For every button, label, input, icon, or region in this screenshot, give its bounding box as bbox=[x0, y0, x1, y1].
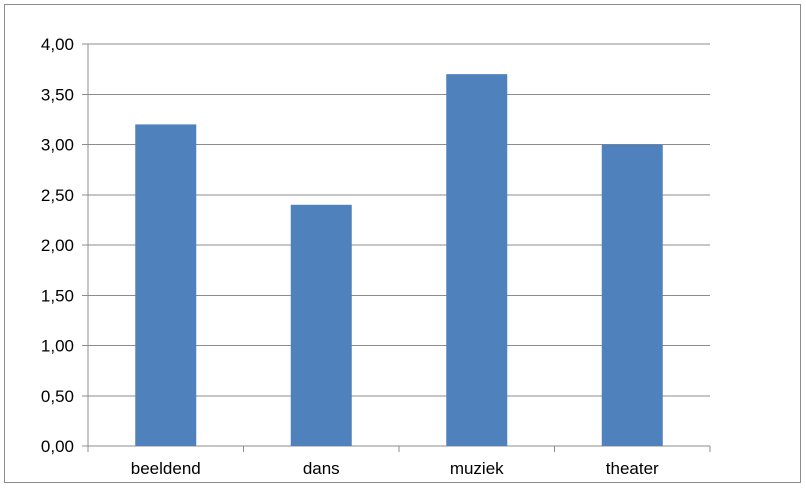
x-tick-label: theater bbox=[606, 459, 659, 478]
x-tick-label: beeldend bbox=[131, 459, 201, 478]
y-tick-label: 3,00 bbox=[41, 136, 74, 155]
y-tick-label: 2,50 bbox=[41, 186, 74, 205]
y-tick-label: 0,00 bbox=[41, 437, 74, 456]
x-tick-label: dans bbox=[303, 459, 340, 478]
y-tick-label: 1,50 bbox=[41, 286, 74, 305]
y-tick-label: 3,50 bbox=[41, 85, 74, 104]
y-tick-label: 1,00 bbox=[41, 337, 74, 356]
bar bbox=[601, 144, 663, 446]
bar bbox=[290, 204, 352, 446]
y-tick-label: 4,00 bbox=[41, 35, 74, 54]
y-tick-label: 0,50 bbox=[41, 387, 74, 406]
bar bbox=[135, 124, 197, 447]
x-tick-label: muziek bbox=[450, 459, 504, 478]
y-tick-label: 2,00 bbox=[41, 236, 74, 255]
bar bbox=[446, 74, 508, 447]
